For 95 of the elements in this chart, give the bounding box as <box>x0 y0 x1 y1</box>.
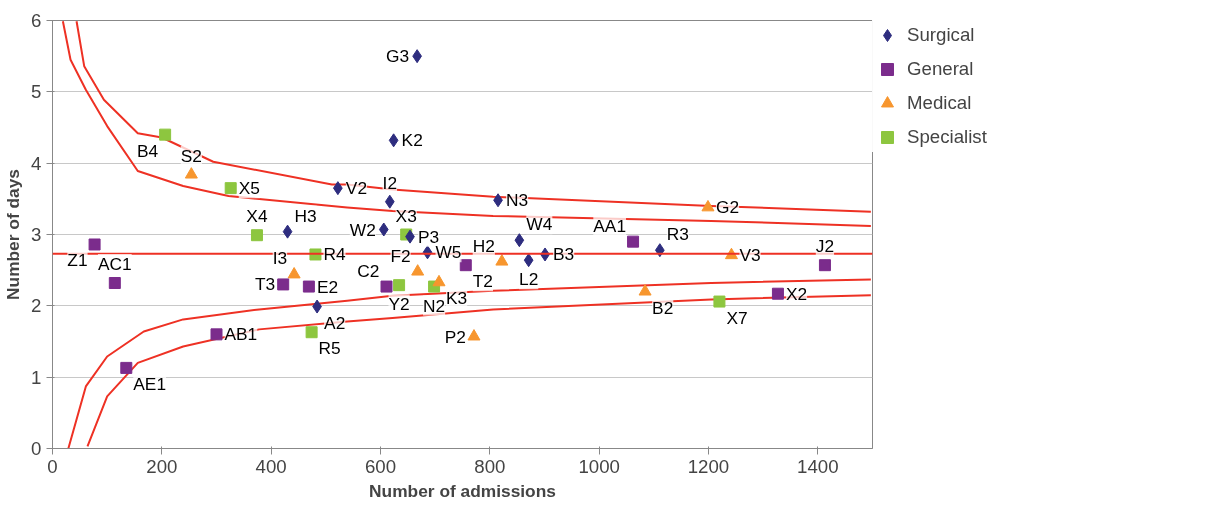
annotation: L2 <box>519 269 539 290</box>
annotation: AA1 <box>593 215 627 236</box>
annotation: AE1 <box>133 373 167 394</box>
annotation: Y2 <box>388 294 410 315</box>
annotation: H3 <box>294 205 317 226</box>
annotation: S2 <box>180 145 202 166</box>
x-tick-label: 600 <box>364 455 397 477</box>
point <box>713 295 726 308</box>
annotation: R4 <box>323 244 346 265</box>
point <box>120 361 133 374</box>
y-tick-label: 0 <box>31 438 42 459</box>
annotation: F2 <box>390 245 411 266</box>
y-tick-label: 5 <box>31 81 42 103</box>
point <box>393 279 406 292</box>
annotation: X5 <box>238 178 260 199</box>
x-tick-label: 1200 <box>687 455 730 477</box>
annotation: E2 <box>316 276 339 297</box>
point <box>388 133 399 148</box>
y-tick-label: 2 <box>31 295 42 317</box>
annotation: R5 <box>318 338 341 359</box>
point <box>523 253 534 268</box>
x-tick-label: 1000 <box>578 455 620 477</box>
annotation: AC1 <box>97 254 132 275</box>
annotation: X7 <box>726 307 748 328</box>
x-tick-label: 1400 <box>797 455 839 477</box>
annotation: I3 <box>272 248 288 269</box>
point <box>514 233 525 248</box>
annotation: B3 <box>553 244 575 265</box>
annotation: X4 <box>246 206 268 227</box>
annotation: K3 <box>445 288 468 309</box>
point <box>378 222 389 237</box>
legend-label: Surgical <box>907 24 975 46</box>
legend-label: General <box>907 58 974 80</box>
point <box>627 235 640 248</box>
annotation: P3 <box>418 226 440 247</box>
point <box>108 277 121 290</box>
annotation: T2 <box>472 271 494 292</box>
point <box>88 238 101 251</box>
point <box>459 259 472 272</box>
annotation: R3 <box>666 224 689 245</box>
y-tick-label: 6 <box>31 10 42 31</box>
point <box>210 328 223 341</box>
annotation: X2 <box>785 283 808 304</box>
annotation: K2 <box>401 130 423 151</box>
x-tick-label: 200 <box>146 455 178 477</box>
annotation: J2 <box>815 236 835 257</box>
point <box>302 280 315 293</box>
annotation: I2 <box>382 172 398 193</box>
annotation: W5 <box>435 242 462 263</box>
y-axis-title: Number of days <box>3 169 24 300</box>
point <box>159 128 172 141</box>
point <box>495 254 509 266</box>
point <box>384 194 395 209</box>
legend-label: Medical <box>907 92 972 114</box>
point <box>287 267 301 279</box>
point <box>432 274 446 287</box>
point <box>250 229 263 242</box>
annotation: X3 <box>395 205 417 226</box>
y-tick-label: 1 <box>31 366 42 388</box>
annotation: C2 <box>357 260 380 281</box>
point <box>818 259 831 272</box>
annotation: B2 <box>652 297 674 318</box>
annotation: W2 <box>349 219 376 240</box>
point <box>277 278 290 291</box>
x-tick-label: 400 <box>255 455 287 477</box>
annotation: G2 <box>715 197 740 218</box>
legend-label: Specialist <box>907 126 987 148</box>
annotation: AB1 <box>224 324 258 345</box>
annotation: V2 <box>345 178 368 199</box>
annotation: P2 <box>444 326 466 347</box>
annotation: N2 <box>423 295 446 316</box>
annotation: H2 <box>472 235 495 256</box>
point <box>411 264 425 276</box>
point <box>380 280 393 293</box>
point <box>467 329 481 341</box>
x-axis-title: Number of admissions <box>369 480 556 501</box>
point <box>701 199 715 212</box>
point <box>224 182 237 195</box>
annotation: A2 <box>324 312 346 333</box>
annotation: G3 <box>386 46 410 67</box>
point <box>638 284 652 296</box>
x-tick-label: 0 <box>47 455 58 477</box>
point <box>282 224 293 239</box>
y-tick-label: 3 <box>31 224 42 245</box>
point <box>771 287 784 300</box>
annotation: T3 <box>254 274 276 295</box>
annotation: B4 <box>136 140 159 161</box>
annotation: W4 <box>526 214 553 235</box>
annotation: N3 <box>506 190 529 211</box>
point <box>184 167 198 179</box>
annotation: Z1 <box>67 250 88 271</box>
y-tick-label: 4 <box>31 152 42 174</box>
point <box>305 326 318 339</box>
annotation: V3 <box>739 245 761 266</box>
x-tick-label: 800 <box>474 455 506 477</box>
